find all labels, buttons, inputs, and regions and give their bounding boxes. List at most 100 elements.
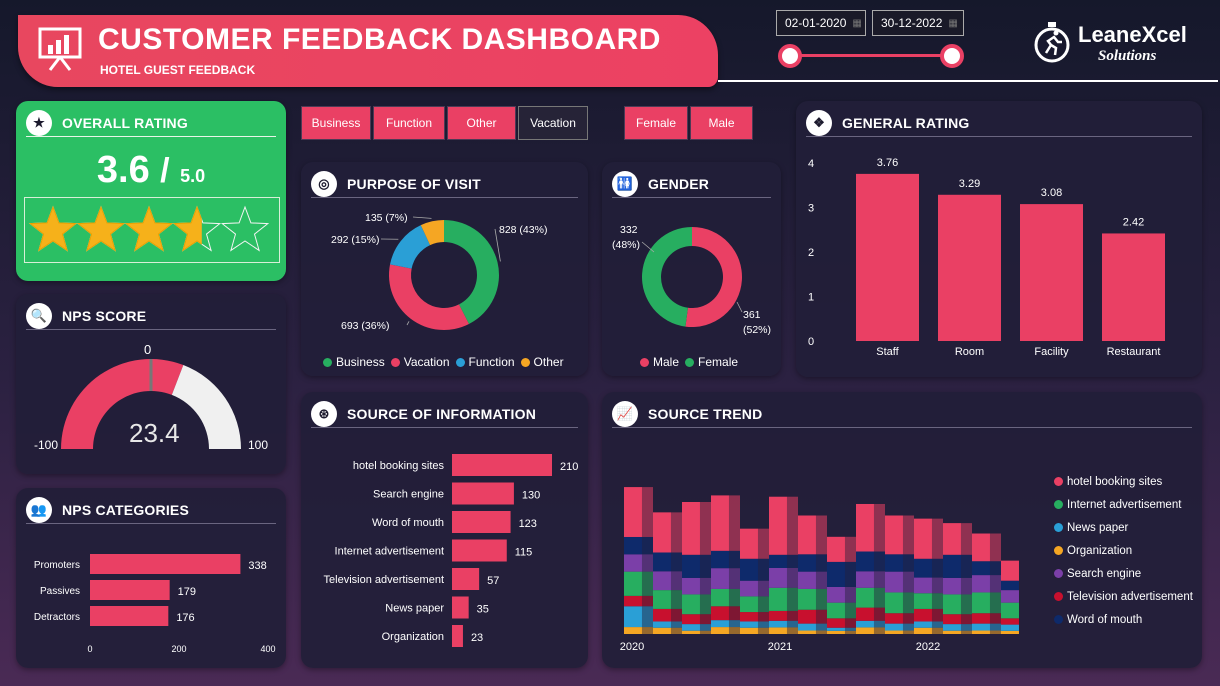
trend-ribbon xyxy=(815,609,827,624)
star-filled-icon xyxy=(29,205,77,252)
trend-ribbon xyxy=(757,621,769,628)
trend-segment xyxy=(711,495,729,551)
purpose-legend-item[interactable]: Vacation xyxy=(390,355,450,369)
general-rating-bar xyxy=(1020,204,1083,341)
trend-segment xyxy=(914,518,932,559)
filter-business-button[interactable]: Business xyxy=(301,106,371,140)
trend-ribbon xyxy=(699,577,711,595)
filter-male-button[interactable]: Male xyxy=(690,106,753,140)
trend-segment xyxy=(653,571,671,591)
trend-segment xyxy=(711,627,729,634)
purpose-slice-vacation xyxy=(389,264,469,330)
trend-segment xyxy=(914,558,932,578)
trend-segment xyxy=(856,587,874,608)
trend-ribbon xyxy=(902,623,914,631)
general-rating-category: Facility xyxy=(1034,346,1069,358)
purpose-legend-item[interactable]: Business xyxy=(323,355,385,369)
overall-rating-sep: / xyxy=(160,152,170,190)
trend-legend-item[interactable]: News paper xyxy=(1054,516,1193,539)
trend-segment xyxy=(856,503,874,552)
trend-ribbon xyxy=(699,502,711,555)
trend-ribbon xyxy=(844,536,856,562)
trend-segment xyxy=(798,554,816,572)
trend-segment xyxy=(885,554,903,572)
trend-segment xyxy=(740,621,758,628)
trend-segment xyxy=(827,602,845,619)
legend-dot xyxy=(1054,523,1063,532)
trend-legend-item[interactable]: Internet advertisement xyxy=(1054,493,1193,516)
legend-dot xyxy=(520,357,530,367)
trend-x-label: 2020 xyxy=(620,641,644,653)
trend-ribbon xyxy=(699,630,711,634)
trend-ribbon xyxy=(873,587,885,608)
filter-vacation-button[interactable]: Vacation xyxy=(518,106,588,140)
nps-category-label: Promoters xyxy=(34,560,80,571)
legend-label: Function xyxy=(468,355,515,369)
source-bar-value: 210 xyxy=(560,461,578,473)
trend-ribbon xyxy=(728,568,740,589)
trend-segment xyxy=(1001,560,1019,581)
filter-female-button[interactable]: Female xyxy=(624,106,688,140)
trend-segment xyxy=(1001,630,1019,634)
gender-data-label: (52%) xyxy=(743,324,771,336)
trend-title: SOURCE TREND xyxy=(648,405,763,422)
gender-legend-item[interactable]: Male xyxy=(640,355,679,369)
trend-legend-item[interactable]: Organization xyxy=(1054,539,1193,562)
trend-legend-item[interactable]: Television advertisement xyxy=(1054,585,1193,608)
filter-other-button[interactable]: Other xyxy=(447,106,516,140)
trend-ribbon xyxy=(815,588,827,610)
trend-segment xyxy=(624,595,642,607)
general-rating-value: 3.76 xyxy=(877,157,898,169)
trend-ribbon xyxy=(902,571,914,593)
source-bar xyxy=(452,568,480,590)
date-start-input[interactable]: 02-01-2020 ▦ xyxy=(776,10,866,36)
gender-legend-item[interactable]: Female xyxy=(685,355,738,369)
gender-slice-female xyxy=(641,227,692,327)
date-end-input[interactable]: 30-12-2022 ▦ xyxy=(872,10,964,36)
date-slider-handle-start[interactable] xyxy=(778,44,802,68)
trend-segment xyxy=(624,554,642,572)
trend-segment xyxy=(624,536,642,555)
trend-segment xyxy=(682,624,700,631)
trend-ribbon xyxy=(728,588,740,607)
calendar-icon: ▦ xyxy=(852,17,862,29)
calendar-icon: ▦ xyxy=(948,17,958,29)
source-category-label: Word of mouth xyxy=(372,517,444,529)
star-rating xyxy=(28,205,270,252)
trend-segment xyxy=(798,515,816,555)
trend-segment xyxy=(1001,590,1019,603)
purpose-legend-item[interactable]: Other xyxy=(520,355,564,369)
trend-ribbon xyxy=(641,487,653,537)
date-slider-handle-end[interactable] xyxy=(940,44,964,68)
trend-segment xyxy=(682,614,700,625)
nps-category-value: 338 xyxy=(248,560,266,572)
gauge-max-label: 100 xyxy=(248,438,269,452)
source-bar xyxy=(452,482,514,505)
trend-segment xyxy=(885,515,903,555)
date-slider-track[interactable] xyxy=(788,54,952,57)
gender-donut-chart: 361 (52%) 332 (48%) xyxy=(612,224,771,336)
star-rating-box xyxy=(24,197,280,263)
trend-ribbon xyxy=(786,620,798,628)
trend-segment xyxy=(972,561,990,576)
trend-legend-item[interactable]: Word of mouth xyxy=(1054,608,1193,631)
legend-label: Female xyxy=(698,355,739,369)
trend-segment xyxy=(1001,624,1019,631)
presentation-chart-icon xyxy=(36,25,84,73)
trend-ribbon xyxy=(728,606,740,621)
general-rating-category: Staff xyxy=(876,346,899,358)
trend-ribbon xyxy=(989,623,1001,631)
trend-legend-item[interactable]: hotel booking sites xyxy=(1054,470,1193,493)
trend-segment xyxy=(769,554,787,568)
trend-segment xyxy=(653,621,671,628)
purpose-legend-item[interactable]: Function xyxy=(455,355,515,369)
trend-segment xyxy=(972,613,990,624)
general-rating-ytick: 4 xyxy=(808,158,814,170)
nps-categories-title: NPS CATEGORIES xyxy=(62,501,190,518)
purpose-leader-line xyxy=(412,216,432,219)
logo-main-text: LeaneXcel xyxy=(1078,22,1187,47)
trend-ribbon xyxy=(670,571,682,591)
filter-function-button[interactable]: Function xyxy=(373,106,445,140)
date-start-value: 02-01-2020 xyxy=(785,16,847,30)
trend-legend-item[interactable]: Search engine xyxy=(1054,562,1193,585)
